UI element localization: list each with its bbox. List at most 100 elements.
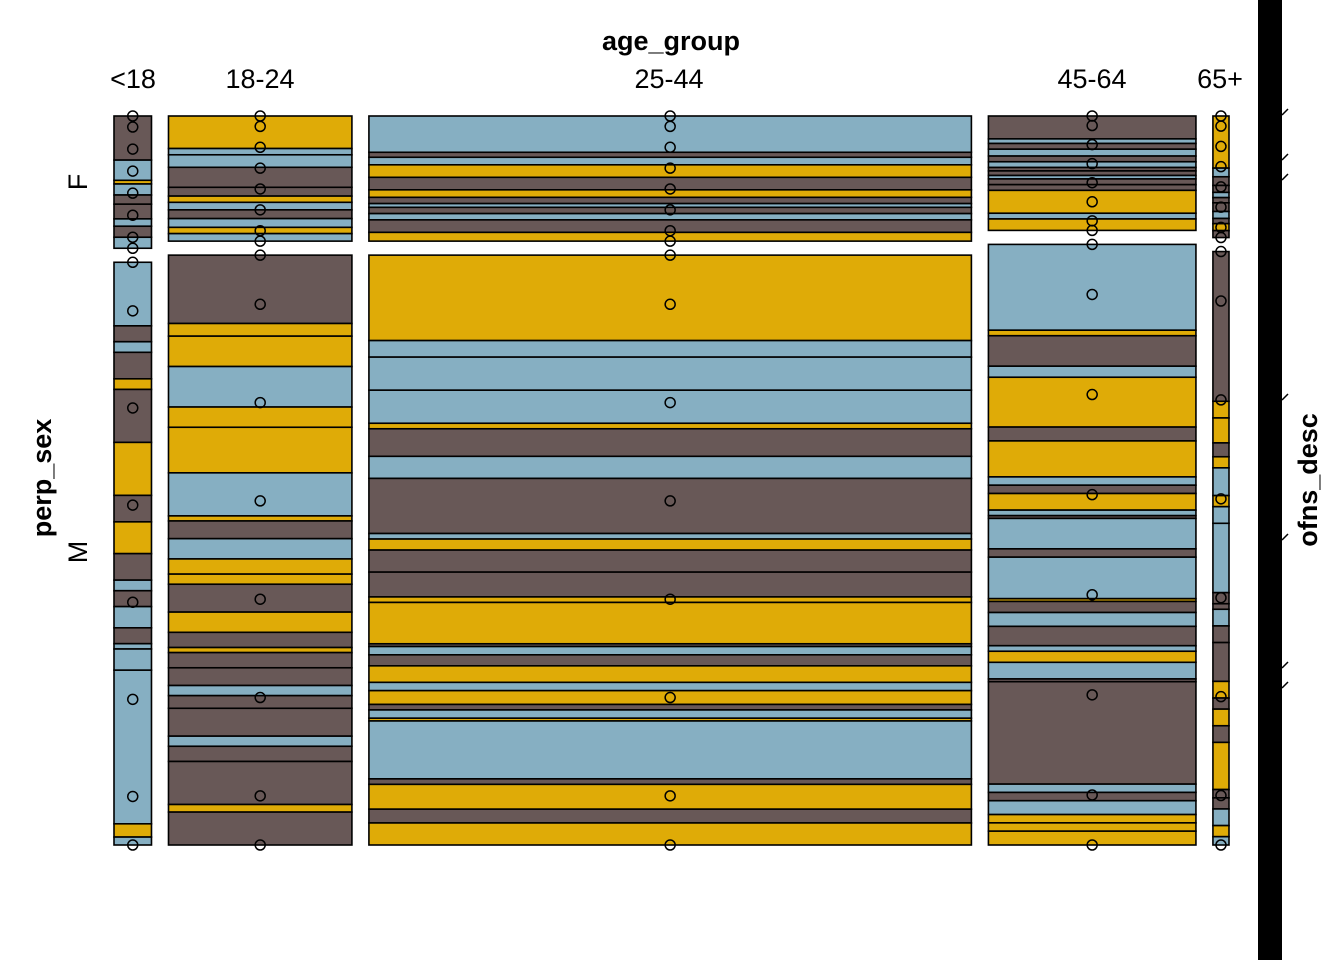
mosaic-cell-2-M-12 [368, 596, 973, 604]
empty-cell-marker-1-F-bottom [254, 235, 266, 247]
mosaic-cell-3-M-6 [987, 440, 1197, 478]
z-axis-title: ofns_desc [1293, 413, 1323, 547]
mosaic-cell-3-M-20 [987, 650, 1197, 664]
y-tick-label-f: F [63, 174, 93, 191]
empty-cell-marker-3-M-2 [1086, 488, 1098, 501]
mosaic-cell-3-M-14 [987, 556, 1197, 600]
mosaic-cell-1-F-10 [167, 232, 353, 242]
mosaic-cell-4-M-2 [1212, 417, 1230, 444]
mosaic-cell-1-F-0 [167, 115, 353, 150]
mosaic-cell-3-M-23 [987, 680, 1197, 785]
empty-cell-marker-3-F-top [1086, 110, 1098, 122]
empty-cell-marker-0-M-5 [126, 790, 139, 803]
empty-cell-marker-2-F-3 [664, 183, 676, 195]
empty-cell-marker-4-M-5 [1215, 789, 1227, 802]
mosaic-cell-1-F-6 [167, 201, 353, 211]
mosaic-cell-3-M-10 [987, 509, 1197, 517]
empty-cell-marker-2-M-5 [664, 790, 676, 802]
mosaic-cell-2-M-13 [368, 601, 973, 645]
mosaic-cell-1-M-23 [167, 760, 353, 806]
mosaic-cell-3-M-16 [987, 600, 1197, 614]
empty-cell-marker-0-F-1 [126, 143, 139, 155]
mosaic-cell-3-M-7 [987, 476, 1197, 486]
mosaic-cell-1-M-10 [167, 558, 353, 575]
mosaic-cell-1-M-20 [167, 707, 353, 737]
mosaic-cell-3-M-18 [987, 625, 1197, 647]
empty-cell-marker-3-M-4 [1086, 689, 1098, 701]
mosaic-cell-1-M-12 [167, 583, 353, 613]
empty-cell-marker-2-M-3 [664, 593, 676, 605]
mosaic-cell-0-F-4 [113, 194, 153, 205]
mosaic-cell-4-M-10 [1212, 602, 1230, 611]
mosaic-cell-0-M-6 [113, 441, 153, 497]
x-tick-label-45-64: 45-64 [1057, 64, 1126, 94]
mosaic-cell-0-M-12 [113, 605, 153, 629]
mosaic-cell-1-F-2 [167, 153, 353, 169]
mosaic-cell-1-M-13 [167, 611, 353, 634]
mosaic-cell-2-M-18 [368, 681, 973, 692]
mosaic-cell-1-M-11 [167, 573, 353, 586]
mosaic-cell-4-M-15 [1212, 697, 1230, 710]
empty-cell-marker-1-M-4 [254, 691, 266, 704]
empty-cell-marker-1-M-5 [254, 790, 266, 802]
x-tick-label-25-44: 25-44 [634, 64, 703, 94]
empty-cell-marker-3-F-2 [1086, 157, 1098, 170]
mosaic-cell-4-M-1 [1212, 400, 1230, 419]
mosaic-cell-3-F-9 [987, 178, 1197, 186]
empty-cell-marker-4-M-0 [1215, 295, 1227, 307]
mosaic-cell-2-M-10 [368, 549, 973, 573]
empty-cell-marker-4-M-top [1215, 245, 1227, 258]
mosaic-cell-4-M-18 [1212, 741, 1230, 791]
mosaic-cell-3-M-17 [987, 611, 1197, 628]
mosaic-cell-3-M-2 [987, 334, 1197, 367]
empty-cell-markers [126, 110, 1227, 851]
mosaic-cells [113, 115, 1230, 846]
mosaic-cell-0-M-1 [113, 325, 153, 343]
mosaic-cell-4-M-6 [1212, 494, 1230, 508]
mosaic-cell-1-M-3 [167, 365, 353, 408]
empty-cell-marker-3-M-5 [1086, 789, 1098, 801]
mosaic-cell-2-M-20 [368, 703, 973, 711]
mosaic-cell-2-M-3 [368, 389, 973, 425]
mosaic-cell-1-M-17 [167, 666, 353, 687]
empty-cell-marker-2-F-4 [664, 204, 676, 216]
mosaic-cell-2-M-4 [368, 422, 973, 430]
empty-cell-marker-3-M-3 [1086, 589, 1098, 601]
mosaic-cell-4-M-22 [1212, 824, 1230, 838]
mosaic-cell-1-M-5 [167, 426, 353, 474]
mosaic-cell-2-M-5 [368, 427, 973, 458]
empty-cell-marker-0-F-top [126, 110, 139, 122]
mosaic-cell-2-M-6 [368, 455, 973, 480]
empty-cell-marker-0-F-5 [126, 231, 139, 243]
mosaic-cell-0-M-5 [113, 388, 153, 444]
empty-cell-marker-2-F-1 [664, 141, 676, 154]
mosaic-cell-2-M-16 [368, 654, 973, 667]
mosaic-cell-1-F-9 [167, 226, 353, 235]
mosaic-cell-3-M-9 [987, 492, 1197, 511]
mosaic-cell-2-M-1 [368, 339, 973, 358]
mosaic-cell-2-M-23 [368, 720, 973, 780]
mosaic-cell-1-M-21 [167, 735, 353, 748]
mosaic-cell-3-M-12 [987, 517, 1197, 550]
empty-cell-marker-1-F-3 [254, 183, 266, 195]
mosaic-cell-4-M-20 [1212, 797, 1230, 810]
mosaic-cell-1-M-2 [167, 335, 353, 368]
empty-cell-marker-4-M-3 [1215, 591, 1227, 604]
mosaic-cell-1-M-0 [167, 254, 353, 325]
mosaic-cell-2-M-27 [368, 822, 973, 846]
empty-cell-marker-1-F-2 [254, 162, 266, 174]
empty-cell-marker-1-F-1 [254, 141, 266, 154]
mosaic-cell-1-M-16 [167, 651, 353, 669]
empty-cell-marker-0-M-4 [126, 693, 139, 706]
mosaic-cell-0-M-17 [113, 823, 153, 838]
mosaic-cell-4-M-4 [1212, 455, 1230, 469]
empty-cell-marker-0-F-4 [126, 209, 139, 221]
right-axis-tick-0 [1281, 108, 1289, 116]
x-tick-label-lt18: <18 [110, 64, 156, 94]
mosaic-cell-3-M-26 [987, 799, 1197, 816]
mosaic-cell-3-M-27 [987, 813, 1197, 824]
mosaic-cell-2-M-9 [368, 538, 973, 551]
mosaic-cell-1-M-9 [167, 537, 353, 560]
mosaic-cell-2-M-24 [368, 778, 973, 786]
